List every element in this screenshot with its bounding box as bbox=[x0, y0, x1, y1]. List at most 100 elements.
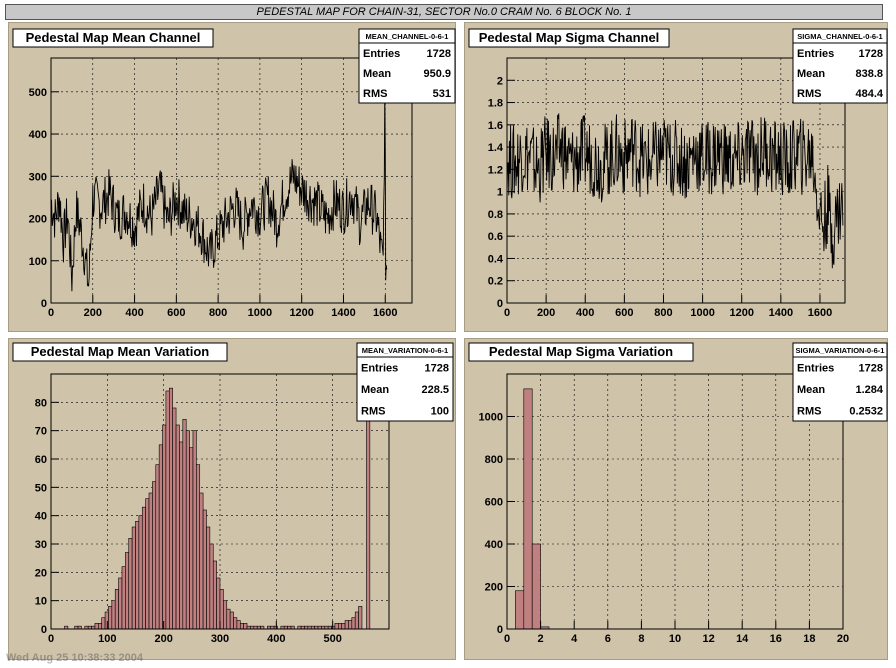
stats-value: 531 bbox=[433, 88, 451, 100]
x-tick-label: 14 bbox=[736, 633, 749, 645]
chart-title: Pedestal Map Sigma Variation bbox=[489, 344, 673, 359]
x-tick-label: 1200 bbox=[729, 307, 753, 319]
x-tick-label: 1400 bbox=[331, 307, 355, 319]
histogram-bar bbox=[125, 552, 130, 630]
histogram-bar bbox=[108, 606, 113, 630]
title-box bbox=[468, 342, 694, 362]
histogram-bar bbox=[236, 620, 241, 630]
histogram-bar bbox=[334, 623, 339, 630]
stats-label: Mean bbox=[361, 384, 389, 396]
histogram-bar bbox=[199, 492, 204, 630]
stats-label: Entries bbox=[797, 363, 834, 375]
x-tick-label: 0 bbox=[48, 633, 54, 645]
histogram-bar bbox=[118, 577, 123, 630]
y-tick-label: 50 bbox=[35, 482, 47, 494]
x-tick-label: 200 bbox=[84, 307, 102, 319]
x-tick-label: 400 bbox=[125, 307, 143, 319]
stats-label: RMS bbox=[797, 405, 821, 417]
histogram-bar bbox=[165, 390, 170, 630]
y-tick-label: 400 bbox=[485, 539, 503, 551]
stats-label: Entries bbox=[361, 363, 398, 375]
histogram-bar bbox=[185, 430, 190, 630]
stats-label: RMS bbox=[361, 405, 385, 417]
y-tick-label: 1 bbox=[497, 187, 503, 199]
y-tick-label: 70 bbox=[35, 426, 47, 438]
histogram-bar bbox=[94, 623, 99, 630]
x-tick-label: 20 bbox=[837, 633, 849, 645]
x-tick-label: 6 bbox=[605, 633, 611, 645]
x-tick-label: 10 bbox=[669, 633, 681, 645]
x-tick-label: 600 bbox=[615, 307, 633, 319]
stats-value: 1728 bbox=[859, 48, 883, 60]
chart-sigma-variation: 0 2 4 6 8 10 12 14 16 18 2002004006008001000Pedest… bbox=[468, 342, 888, 645]
histogram-bar bbox=[196, 464, 201, 630]
pad-sigma-variation: 0 2 4 6 8 10 12 14 16 18 20 0 200 400 600 800 1000 Pedest… bbox=[464, 338, 888, 660]
pad-mean-variation: 0 100 200 300 400 500 0 10 20 30 40 50 60 70 80 Pedesta… bbox=[8, 338, 456, 660]
y-tick-label: 1.8 bbox=[488, 98, 503, 110]
page-banner: PEDESTAL MAP FOR CHAIN-31, SECTOR No.0 C… bbox=[5, 4, 883, 20]
x-tick-label: 0 bbox=[504, 307, 510, 319]
histogram-bar bbox=[138, 515, 143, 630]
x-tick-label: 12 bbox=[702, 633, 714, 645]
histogram-bar bbox=[216, 577, 221, 630]
stats-value: 484.4 bbox=[855, 88, 883, 100]
y-tick-label: 0.2 bbox=[488, 276, 503, 288]
stats-label: Mean bbox=[797, 68, 825, 80]
stats-label: Entries bbox=[363, 48, 400, 60]
stats-value: 838.8 bbox=[855, 68, 883, 80]
title-box bbox=[12, 28, 214, 48]
histogram-bar bbox=[219, 589, 224, 630]
y-tick-label: 0.8 bbox=[488, 209, 503, 221]
x-tick-label: 1600 bbox=[808, 307, 832, 319]
x-tick-label: 4 bbox=[571, 633, 578, 645]
histogram-bar bbox=[131, 526, 136, 630]
histogram-bar bbox=[344, 620, 349, 630]
histogram-bar bbox=[229, 611, 234, 630]
stats-value: 1728 bbox=[859, 363, 883, 375]
histogram-bar bbox=[531, 543, 541, 630]
y-tick-label: 1000 bbox=[479, 412, 503, 424]
x-tick-label: 0 bbox=[504, 633, 510, 645]
chart-title: Pedestal Map Mean Channel bbox=[26, 30, 201, 45]
histogram-bar bbox=[162, 424, 167, 630]
histogram-bar bbox=[175, 424, 180, 630]
x-tick-label: 8 bbox=[638, 633, 644, 645]
y-tick-label: 80 bbox=[35, 397, 47, 409]
histogram-bar bbox=[233, 617, 238, 630]
histogram-bar bbox=[337, 623, 342, 630]
histogram-bar bbox=[121, 566, 126, 630]
histogram-bar bbox=[101, 617, 106, 630]
histogram-bar bbox=[348, 620, 353, 630]
histogram-bar bbox=[145, 498, 150, 630]
pad-sigma-channel: 0 200 400 600 800 1000 1200 1400 1600 0 0.2 0.4 0.6 0… bbox=[464, 22, 888, 332]
y-tick-label: 1.2 bbox=[488, 164, 503, 176]
y-tick-label: 0.4 bbox=[488, 253, 504, 265]
histogram-bar bbox=[189, 447, 194, 630]
y-tick-label: 600 bbox=[485, 497, 503, 509]
x-tick-label: 2 bbox=[538, 633, 544, 645]
y-tick-label: 10 bbox=[35, 596, 47, 608]
chart-sigma-channel: 0 200 400 600 800 1000 1200 1400 1600 0 0.2 0.4 0.6 0… bbox=[468, 28, 888, 319]
histogram-bar bbox=[172, 407, 177, 630]
y-tick-label: 2 bbox=[497, 75, 503, 87]
histogram-bar bbox=[169, 387, 173, 630]
x-tick-label: 100 bbox=[98, 633, 116, 645]
stats-label: RMS bbox=[797, 88, 821, 100]
x-tick-label: 800 bbox=[654, 307, 672, 319]
x-tick-label: 400 bbox=[576, 307, 594, 319]
x-tick-label: 400 bbox=[267, 633, 285, 645]
x-tick-label: 18 bbox=[803, 633, 815, 645]
x-tick-label: 0 bbox=[48, 307, 54, 319]
x-tick-label: 1400 bbox=[769, 307, 793, 319]
histogram-bar bbox=[98, 623, 102, 630]
stats-label: Mean bbox=[363, 68, 391, 80]
histogram-bar bbox=[515, 590, 525, 630]
stats-label: RMS bbox=[363, 88, 387, 100]
chart-mean-channel: 0 200 400 600 800 1000 1200 1400 1600 0 100 200 300 4… bbox=[12, 28, 456, 319]
x-tick-label: 1600 bbox=[373, 307, 397, 319]
stats-value: 0.2532 bbox=[849, 405, 883, 417]
stats-box bbox=[792, 28, 888, 104]
histogram-bar bbox=[226, 608, 231, 630]
histogram-bar bbox=[523, 388, 533, 630]
x-tick-label: 800 bbox=[209, 307, 227, 319]
